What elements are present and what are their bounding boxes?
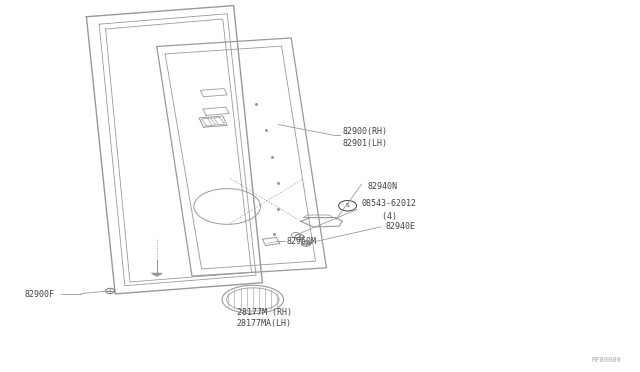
Text: 28177M (RH)
28177MA(LH): 28177M (RH) 28177MA(LH) xyxy=(237,308,292,328)
Polygon shape xyxy=(152,273,162,276)
Text: 82940E: 82940E xyxy=(385,222,415,231)
Text: 08543-62012
    (4): 08543-62012 (4) xyxy=(362,199,417,221)
Text: S: S xyxy=(346,203,349,208)
Text: 82960M: 82960M xyxy=(287,237,317,246)
Text: 82900(RH)
82901(LH): 82900(RH) 82901(LH) xyxy=(342,127,387,148)
Text: RP80000: RP80000 xyxy=(591,357,621,363)
Text: 82900F: 82900F xyxy=(24,290,54,299)
Text: 82940N: 82940N xyxy=(368,182,398,190)
